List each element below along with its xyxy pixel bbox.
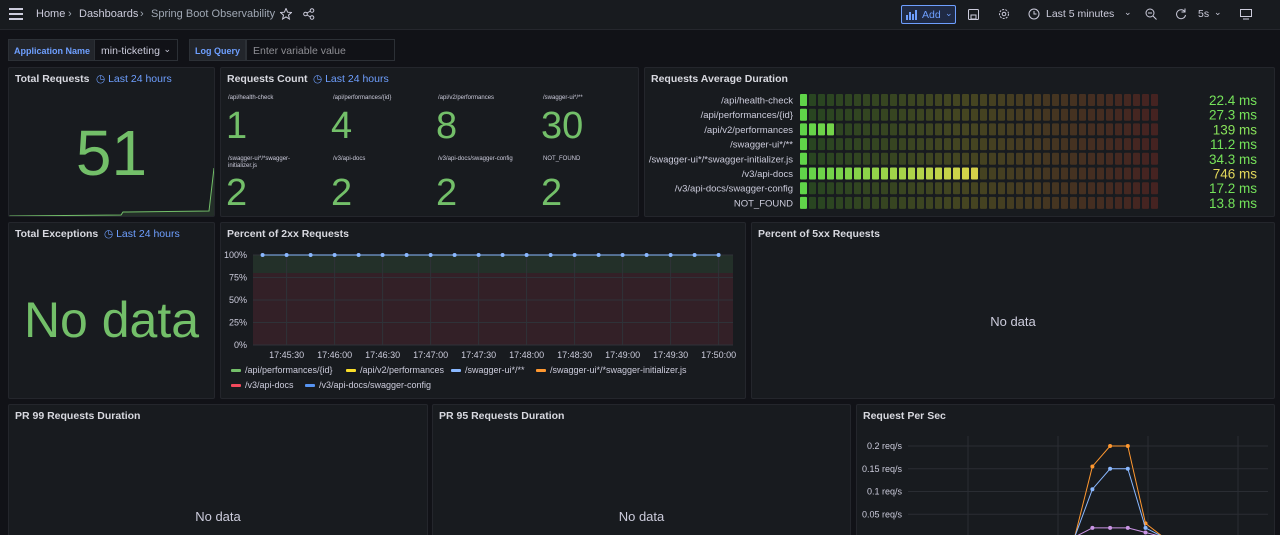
panel: PR 99 Requests Duration No data xyxy=(8,404,428,535)
variable-label: Log Query xyxy=(189,39,247,61)
stat-value: 4 xyxy=(331,105,353,147)
sparkline xyxy=(9,168,214,216)
panel-title: Requests Average Duration xyxy=(651,73,788,85)
stat-label: NOT_FOUND xyxy=(543,156,581,162)
panel-title: PR 99 Requests Duration xyxy=(15,410,141,422)
stat-label: /v3/api-docs xyxy=(333,156,366,162)
refresh-icon[interactable] xyxy=(1175,8,1187,20)
save-icon[interactable] xyxy=(968,9,979,20)
time-override-label: Last 24 hours xyxy=(108,73,172,85)
separator: › xyxy=(68,8,72,20)
stat-value: 2 xyxy=(331,172,353,214)
panel-title: Total Requests xyxy=(15,73,90,85)
stat-label: /api/performances/{id} xyxy=(333,95,392,101)
star-icon[interactable] xyxy=(280,8,292,20)
panel: Percent of 2xx Requests xyxy=(220,222,746,399)
panel: Request Per Sec xyxy=(856,404,1275,535)
panel: Total Exceptions ◷ Last 24 hours No data xyxy=(8,222,215,399)
panel: Requests Count ◷ Last 24 hours /api/heal… xyxy=(220,67,639,217)
time-override-label: Last 24 hours xyxy=(325,73,389,85)
panel: Total Requests ◷ Last 24 hours 51 xyxy=(8,67,215,217)
time-override: ◷ Last 24 hours xyxy=(313,73,389,85)
time-override-label: Last 24 hours xyxy=(116,228,180,240)
stat-label: /swagger-ui*/** xyxy=(543,95,583,101)
tv-icon[interactable] xyxy=(1240,9,1252,20)
no-data: No data xyxy=(195,509,241,524)
stat-label: /api/health-check xyxy=(228,95,274,101)
time-override: ◷ Last 24 hours xyxy=(96,73,172,85)
variable-value: min-ticketing xyxy=(101,45,160,57)
variable-label: Application Name xyxy=(8,39,97,61)
time-override: ◷ Last 24 hours xyxy=(104,228,180,240)
stat-value: 8 xyxy=(436,105,458,147)
breadcrumb[interactable]: Dashboards xyxy=(79,8,139,20)
share-icon[interactable] xyxy=(303,8,315,20)
no-data: No data xyxy=(990,314,1036,329)
no-data: No data xyxy=(23,292,200,348)
caret: ⌄ xyxy=(1214,7,1222,17)
stat-label: /swagger-ui*/*swagger-initializer.js xyxy=(228,156,291,169)
panel-title: Request Per Sec xyxy=(863,410,946,422)
time-range[interactable]: Last 5 minutes xyxy=(1046,8,1115,20)
stat-label: /v3/api-docs/swagger-config xyxy=(438,156,513,162)
no-data: No data xyxy=(618,509,665,524)
add-icon xyxy=(906,10,917,20)
panel-title: Percent of 2xx Requests xyxy=(227,228,349,240)
placeholder: Enter variable value xyxy=(253,45,346,57)
stat-value: 30 xyxy=(541,105,584,147)
separator: › xyxy=(140,8,144,20)
variable-select[interactable]: min-ticketing ⌄ xyxy=(94,39,178,61)
caret: ⌄ xyxy=(1124,7,1132,17)
stat-value: 2 xyxy=(436,172,458,214)
panel-title: Requests Count xyxy=(227,73,308,85)
menu-icon[interactable] xyxy=(9,8,23,20)
stat-label: /api/v2/performances xyxy=(438,95,495,101)
add-button[interactable]: Add ⌄ xyxy=(901,5,956,24)
breadcrumb[interactable]: Home xyxy=(36,8,66,20)
stat-value: 1 xyxy=(226,105,248,147)
top-bar: Home › Dashboards › Spring Boot Observab… xyxy=(0,0,1280,30)
breadcrumb: Spring Boot Observability xyxy=(151,8,276,20)
panel: Percent of 5xx Requests No data xyxy=(751,222,1275,399)
caret: ⌄ xyxy=(945,8,953,18)
variable-input[interactable]: Enter variable value xyxy=(246,39,395,61)
stat-value: 2 xyxy=(226,172,248,214)
stat-value: 2 xyxy=(541,172,563,214)
stat-value: 51 xyxy=(75,117,148,189)
settings-icon[interactable] xyxy=(998,8,1010,20)
panel: PR 95 Requests Duration No data xyxy=(432,404,851,535)
clock-icon xyxy=(1028,8,1040,20)
zoom-out-icon[interactable] xyxy=(1145,8,1157,20)
add-label: Add xyxy=(922,9,941,21)
panel-title: Percent of 5xx Requests xyxy=(758,228,880,240)
panel-title: PR 95 Requests Duration xyxy=(439,410,565,422)
caret: ⌄ xyxy=(163,44,171,54)
refresh-interval[interactable]: 5s xyxy=(1198,8,1210,20)
panel-title: Total Exceptions xyxy=(15,228,99,240)
panel: Requests Average Duration xyxy=(644,67,1275,217)
